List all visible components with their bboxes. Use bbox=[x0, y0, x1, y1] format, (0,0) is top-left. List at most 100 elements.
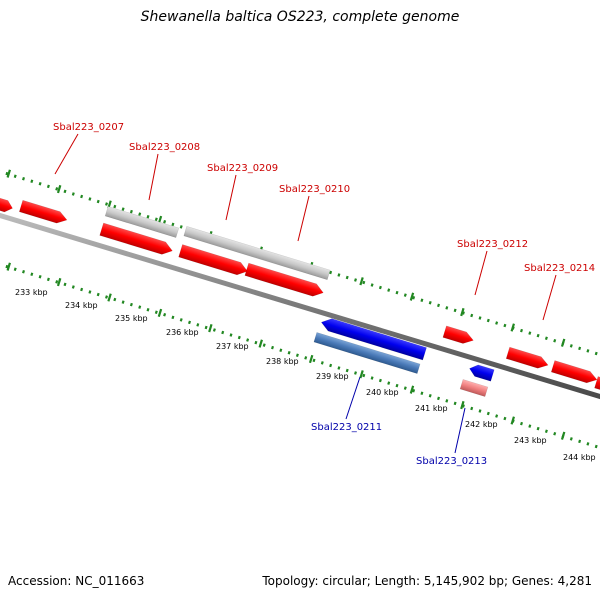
forward-ruler-minor-tick bbox=[22, 177, 26, 181]
leader-line bbox=[148, 153, 159, 201]
reverse-ruler-major-tick bbox=[107, 293, 112, 302]
reverse-ruler-major-tick bbox=[208, 324, 213, 333]
kbp-label: 240 kbp bbox=[366, 388, 399, 397]
forward-strand-ruler bbox=[0, 169, 598, 356]
leader-line bbox=[225, 174, 237, 221]
label-sbal223-0210[interactable]: Sbal223_0210 bbox=[279, 184, 350, 195]
reverse-ruler-major-tick bbox=[409, 385, 415, 394]
reverse-ruler-minor-tick bbox=[395, 383, 399, 388]
forward-ruler-major-tick bbox=[6, 169, 11, 178]
gene-label-leaders bbox=[54, 133, 557, 454]
forward-ruler-minor-tick bbox=[470, 313, 474, 318]
reverse-ruler-major-tick bbox=[157, 308, 163, 318]
reverse-ruler-minor-tick bbox=[30, 272, 34, 277]
label-sbal223-0212[interactable]: Sbal223_0212 bbox=[457, 239, 528, 250]
forward-ruler-minor-tick bbox=[146, 215, 150, 219]
reverse-ruler-minor-tick bbox=[337, 366, 341, 370]
reverse-ruler-minor-tick bbox=[271, 345, 275, 350]
reverse-ruler-major-tick bbox=[56, 277, 62, 287]
reverse-ruler-minor-tick bbox=[71, 285, 75, 289]
label-sbal223-0211[interactable]: Sbal223_0211 bbox=[311, 422, 382, 433]
reverse-ruler-minor-tick bbox=[96, 292, 100, 297]
reverse-ruler-minor-tick bbox=[221, 330, 225, 335]
kbp-label: 242 kbp bbox=[465, 420, 498, 429]
forward-ruler-minor-tick bbox=[55, 187, 59, 191]
reverse-ruler-minor-tick bbox=[320, 361, 324, 365]
reverse-ruler-minor-tick bbox=[237, 335, 241, 340]
gene-arrow-forward bbox=[594, 376, 600, 391]
label-sbal223-0207[interactable]: Sbal223_0207 bbox=[53, 122, 124, 133]
leader-line bbox=[474, 250, 488, 296]
forward-ruler-minor-tick bbox=[129, 209, 133, 214]
reverse-ruler-minor-tick bbox=[503, 416, 507, 421]
reverse-ruler-minor-tick bbox=[437, 396, 441, 401]
reverse-ruler-minor-tick bbox=[46, 277, 50, 282]
reverse-ruler-minor-tick bbox=[495, 414, 499, 418]
forward-ruler-minor-tick bbox=[578, 346, 582, 351]
forward-ruler-minor-tick bbox=[121, 207, 125, 211]
forward-ruler-minor-tick bbox=[544, 336, 548, 341]
leader-line bbox=[297, 195, 310, 242]
reverse-ruler-minor-tick bbox=[544, 429, 548, 434]
reverse-ruler-minor-tick bbox=[295, 353, 299, 358]
reverse-ruler-minor-tick bbox=[453, 401, 457, 406]
forward-ruler-minor-tick bbox=[105, 202, 109, 206]
forward-ruler-minor-tick bbox=[428, 301, 432, 305]
reverse-ruler-minor-tick bbox=[594, 444, 598, 449]
reverse-ruler-minor-tick bbox=[163, 313, 167, 317]
kbp-label: 243 kbp bbox=[514, 436, 547, 445]
reverse-ruler-major-tick bbox=[6, 262, 11, 271]
gene-arrow-forward bbox=[18, 199, 68, 224]
forward-ruler-minor-tick bbox=[179, 225, 183, 229]
gene-arrow-forward bbox=[550, 360, 598, 384]
forward-ruler-minor-tick bbox=[163, 220, 167, 224]
forward-ruler-minor-tick bbox=[329, 270, 333, 275]
reverse-ruler-minor-tick bbox=[362, 373, 366, 378]
reverse-ruler-minor-tick bbox=[229, 333, 233, 337]
reverse-ruler-minor-tick bbox=[478, 409, 482, 413]
genome-summary-text: Topology: circular; Length: 5,145,902 bp… bbox=[262, 574, 592, 588]
genome-backbone bbox=[0, 212, 600, 400]
reverse-ruler-minor-tick bbox=[129, 302, 133, 307]
label-sbal223-0208[interactable]: Sbal223_0208 bbox=[129, 142, 200, 153]
label-sbal223-0213[interactable]: Sbal223_0213 bbox=[416, 456, 487, 467]
forward-ruler-minor-tick bbox=[13, 174, 17, 179]
label-sbal223-0209[interactable]: Sbal223_0209 bbox=[207, 163, 278, 174]
label-sbal223-0214[interactable]: Sbal223_0214 bbox=[524, 263, 595, 274]
reverse-ruler-minor-tick bbox=[520, 421, 524, 426]
reverse-ruler-major-tick bbox=[359, 370, 364, 379]
leader-line bbox=[542, 274, 557, 321]
reverse-ruler-minor-tick bbox=[312, 358, 316, 363]
forward-ruler-minor-tick bbox=[370, 283, 374, 287]
reverse-ruler-minor-tick bbox=[345, 368, 349, 373]
kbp-label: 233 kbp bbox=[15, 288, 48, 297]
reverse-ruler-minor-tick bbox=[13, 267, 17, 272]
reverse-ruler-major-tick bbox=[258, 339, 263, 348]
gene-arrow-forward bbox=[0, 195, 13, 213]
forward-ruler-minor-tick bbox=[420, 298, 424, 303]
forward-ruler-minor-tick bbox=[445, 306, 449, 310]
forward-ruler-minor-tick bbox=[495, 321, 499, 325]
forward-ruler-minor-tick bbox=[437, 303, 441, 308]
reverse-ruler-major-tick bbox=[510, 416, 515, 425]
gene-arrow-pseudo bbox=[104, 206, 180, 238]
gene-arrow-reverse bbox=[459, 379, 489, 397]
reverse-ruler-minor-tick bbox=[88, 290, 92, 294]
kbp-label: 238 kbp bbox=[266, 357, 299, 366]
reverse-ruler-minor-tick bbox=[370, 376, 374, 380]
reverse-ruler-minor-tick bbox=[569, 437, 573, 441]
kbp-label: 236 kbp bbox=[166, 328, 199, 337]
forward-ruler-major-tick bbox=[359, 277, 364, 286]
forward-ruler-minor-tick bbox=[337, 273, 341, 277]
reverse-ruler-minor-tick bbox=[179, 318, 183, 322]
forward-ruler-minor-tick bbox=[395, 290, 399, 295]
forward-ruler-minor-tick bbox=[71, 192, 75, 196]
forward-ruler-minor-tick bbox=[88, 197, 92, 201]
reverse-ruler-minor-tick bbox=[262, 343, 266, 347]
reverse-ruler-minor-tick bbox=[212, 328, 216, 332]
reverse-ruler-minor-tick bbox=[22, 270, 26, 274]
forward-ruler-minor-tick bbox=[403, 293, 407, 297]
reverse-ruler-minor-tick bbox=[80, 287, 84, 292]
forward-ruler-minor-tick bbox=[113, 204, 117, 209]
